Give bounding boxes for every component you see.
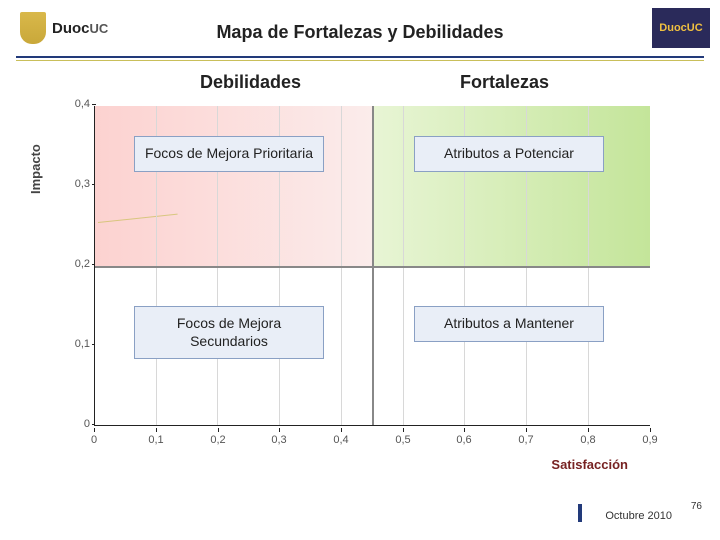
page-title: Mapa de Fortalezas y Debilidades	[0, 22, 720, 43]
x-tick: 0,2	[206, 434, 230, 446]
quadrant-bg-top-left	[94, 106, 372, 266]
slide: DuocUC Mapa de Fortalezas y Debilidades …	[0, 0, 720, 540]
quadrant-box-top-left: Focos de Mejora Prioritaria	[134, 136, 324, 172]
quadrant-bg-top-right	[372, 106, 650, 266]
y-axis-label: Impacto	[28, 144, 43, 194]
y-tick: 0	[66, 418, 90, 430]
x-tick: 0,9	[638, 434, 662, 446]
plot-area: Focos de Mejora Prioritaria Atributos a …	[94, 106, 650, 426]
x-tick: 0,6	[452, 434, 476, 446]
y-tick: 0,3	[66, 178, 90, 190]
x-tick: 0,5	[391, 434, 415, 446]
y-tick: 0,1	[66, 338, 90, 350]
y-tick: 0,2	[66, 258, 90, 270]
x-axis-line	[94, 425, 650, 426]
header-rule-secondary	[16, 60, 704, 61]
quadrant-header-row: Debilidades Fortalezas	[0, 72, 720, 100]
x-tick: 0,7	[514, 434, 538, 446]
x-tick: 0,4	[329, 434, 353, 446]
header: DuocUC Mapa de Fortalezas y Debilidades …	[0, 0, 720, 64]
logo-right: DuocUC	[652, 8, 710, 48]
logo-right-text: DuocUC	[659, 22, 702, 34]
x-tick: 0,8	[576, 434, 600, 446]
y-tick: 0,4	[66, 98, 90, 110]
quadrant-box-top-right: Atributos a Potenciar	[414, 136, 604, 172]
quadrant-header-right: Fortalezas	[460, 72, 549, 93]
y-axis-line	[94, 106, 95, 426]
quadrant-box-bottom-left: Focos de Mejora Secundarios	[134, 306, 324, 359]
x-tick: 0	[82, 434, 106, 446]
footer-accent-bar	[578, 504, 582, 522]
chart: Impacto 0,4 0,3 0,2 0,1 0 Focos	[36, 104, 656, 464]
quadrant-bg-bottom-right	[372, 266, 650, 426]
quadrant-header-left: Debilidades	[200, 72, 301, 93]
x-axis-label: Satisfacción	[551, 457, 628, 472]
x-tick: 0,3	[267, 434, 291, 446]
x-tick: 0,1	[144, 434, 168, 446]
page-number: 76	[691, 501, 702, 512]
header-rule-primary	[16, 56, 704, 58]
midline-horizontal	[94, 266, 650, 268]
footer-date: Octubre 2010	[605, 510, 672, 522]
quadrant-box-bottom-right: Atributos a Mantener	[414, 306, 604, 342]
